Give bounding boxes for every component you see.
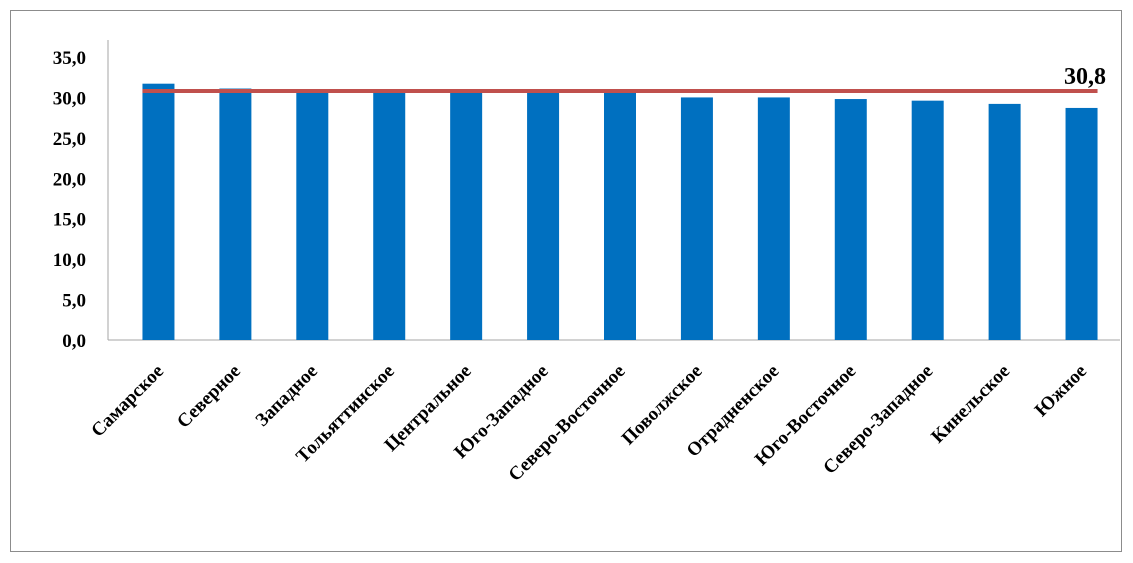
x-tick-labels: Самарское Северное ЗападноеТольяттинскоеЦе… xyxy=(87,361,1091,486)
bar xyxy=(142,83,175,340)
bar xyxy=(527,90,560,341)
bar xyxy=(988,103,1021,340)
bars xyxy=(142,83,1098,341)
y-tick-label: 25,0 xyxy=(53,129,86,150)
bar xyxy=(757,97,790,340)
y-tick-label: 20,0 xyxy=(53,169,86,190)
x-tick-label: Северное xyxy=(173,361,245,433)
y-tick-label: 30,0 xyxy=(53,88,86,109)
bar xyxy=(604,90,636,341)
bar xyxy=(296,89,329,340)
x-tick-label: Кинельское xyxy=(927,361,1014,448)
y-tick-label: 5,0 xyxy=(62,291,86,312)
x-tick-label: Западное xyxy=(252,361,322,431)
bar xyxy=(680,97,713,340)
y-tick-label: 15,0 xyxy=(53,210,86,231)
average-reference-label: 30,8 xyxy=(1064,64,1106,90)
bar xyxy=(911,100,944,340)
y-tick-label: 0,0 xyxy=(62,331,86,352)
x-tick-label: Южное xyxy=(1031,361,1091,421)
y-tick-label: 35,0 xyxy=(53,48,86,69)
y-tick-labels: 0,0 5,0 10,0 15,0 20,0 25,0 30,0 35,0 xyxy=(53,48,86,352)
y-tick-label: 10,0 xyxy=(53,250,86,271)
bar xyxy=(219,88,252,340)
bar xyxy=(834,99,867,340)
bar xyxy=(450,90,483,340)
bar xyxy=(1065,107,1098,340)
x-tick-label: Самарское xyxy=(87,361,168,442)
bar xyxy=(373,90,406,340)
